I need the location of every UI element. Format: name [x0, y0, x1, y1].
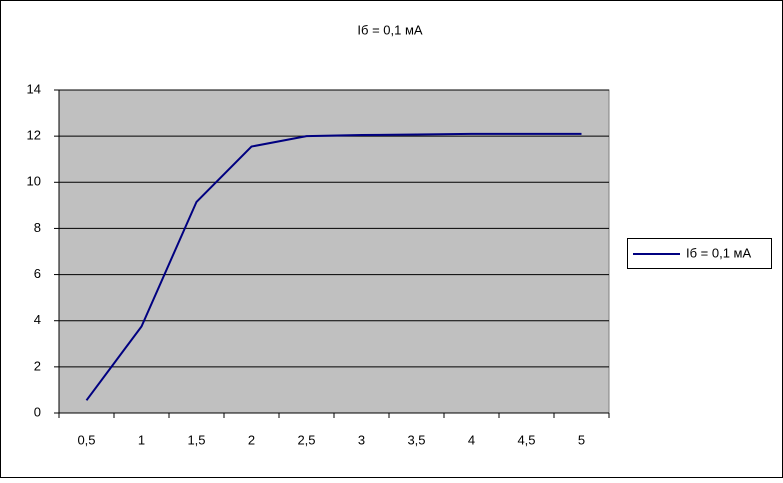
x-tick-label: 4: [468, 432, 475, 447]
y-tick-label: 8: [34, 220, 41, 235]
y-tick-label: 10: [27, 174, 41, 189]
x-tick-label: 3,5: [407, 432, 425, 447]
x-tick-label: 5: [578, 432, 585, 447]
chart-title: Iб = 0,1 мА: [357, 22, 422, 37]
x-tick-label: 4,5: [517, 432, 535, 447]
x-tick-label: 2,5: [297, 432, 315, 447]
y-tick-label: 0: [34, 404, 41, 419]
y-tick-label: 14: [27, 81, 41, 96]
x-tick-label: 2: [248, 432, 255, 447]
legend-label: Iб = 0,1 мА: [686, 245, 751, 260]
plot-area: [58, 89, 610, 414]
x-tick-label: 1,5: [187, 432, 205, 447]
y-tick-label: 2: [34, 358, 41, 373]
line: [85, 132, 582, 401]
y-tick-label: 12: [27, 128, 41, 143]
y-tick-label: 6: [34, 266, 41, 281]
x-tick-label: 1: [138, 432, 145, 447]
y-tick-label: 4: [34, 312, 41, 327]
x-tick-label: 0,5: [77, 432, 95, 447]
x-tick-label: 3: [358, 432, 365, 447]
